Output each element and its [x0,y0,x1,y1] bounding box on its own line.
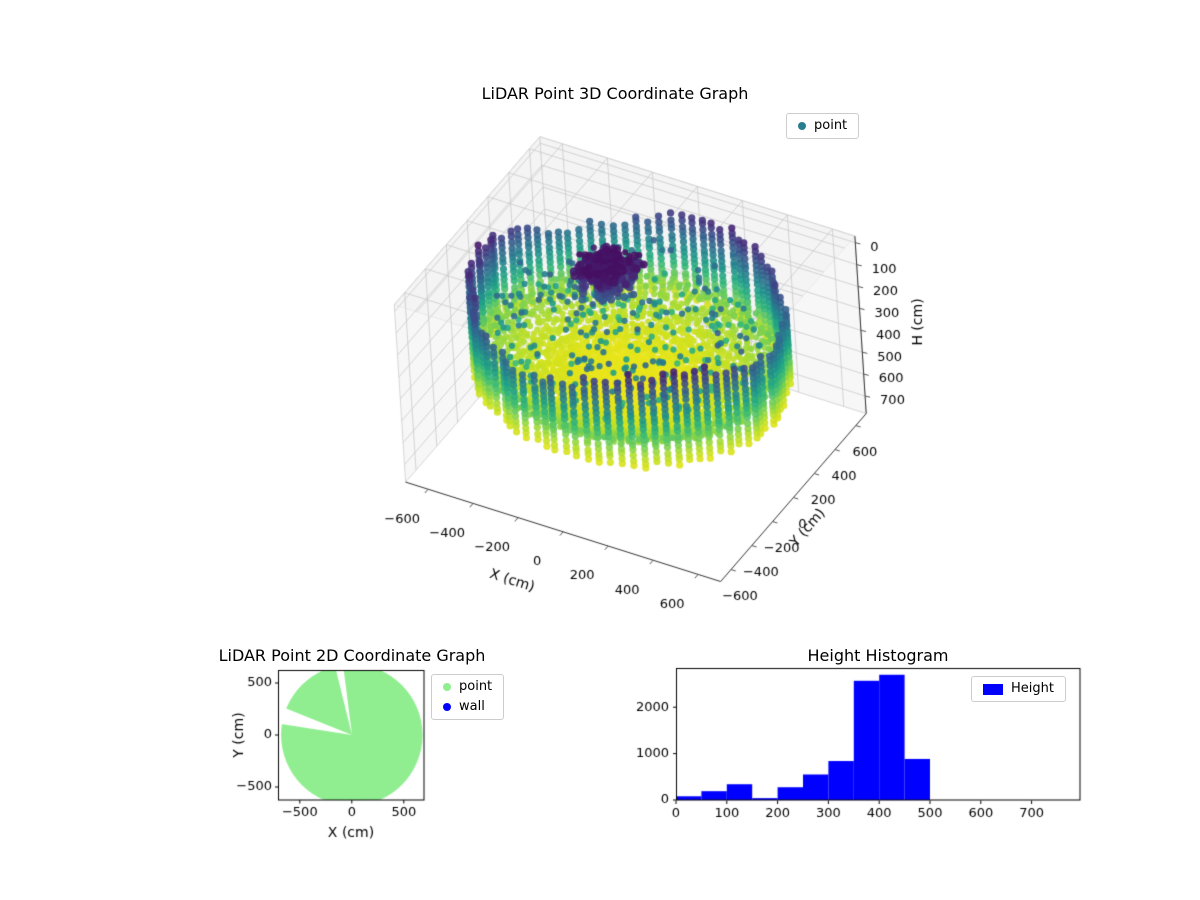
legend-item-point: point [443,679,492,695]
legend-label-point: point [459,679,493,694]
legend-item-wall: wall [443,699,492,715]
point-marker-icon [443,683,451,691]
histogram-title: Height Histogram [807,646,949,665]
plot3d-canvas [300,130,960,642]
plot2d-canvas [228,664,450,840]
plot3d-legend: point [786,113,860,139]
histogram-legend: Height [971,676,1066,702]
plot3d-title: LiDAR Point 3D Coordinate Graph [481,84,749,103]
height-bar-swatch-icon [983,683,1003,695]
plot2d-legend: point wall [431,674,505,720]
legend-item-point: point [798,118,847,134]
plot2d-title: LiDAR Point 2D Coordinate Graph [218,646,486,665]
point-marker-icon [798,122,806,130]
legend-item-height: Height [983,681,1054,697]
legend-label-point: point [814,118,848,133]
legend-label-wall: wall [459,699,485,714]
wall-marker-icon [443,703,451,711]
legend-label-height: Height [1011,681,1054,696]
